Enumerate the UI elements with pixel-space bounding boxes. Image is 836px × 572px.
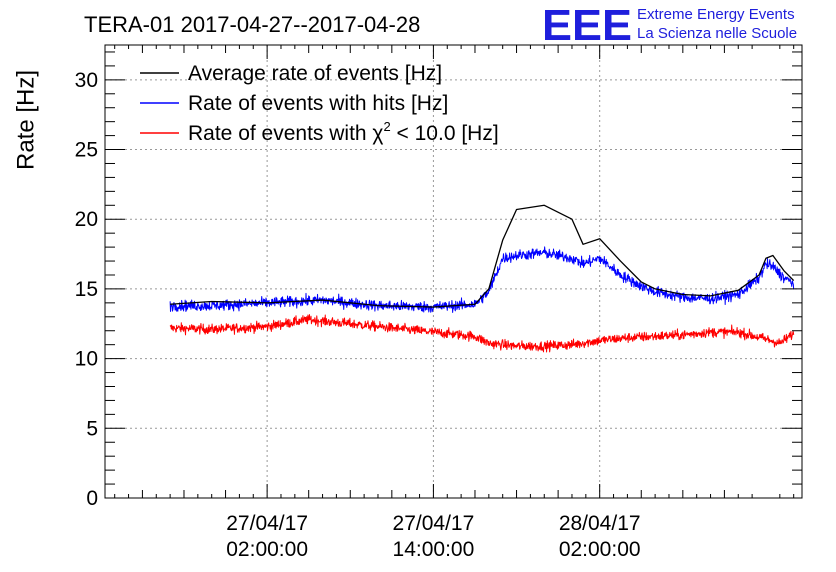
x-tick-label-time: 02:00:00	[559, 538, 641, 561]
logo-mark: EEE	[542, 1, 632, 50]
y-tick-label: 10	[75, 348, 98, 371]
plot-frame	[104, 44, 803, 499]
x-tick-labels: 27/04/17 02:00:00 27/04/17 14:00:00 28/04/17…	[226, 512, 640, 561]
axis-ticks	[105, 45, 802, 499]
y-tick-label: 15	[75, 278, 98, 301]
x-tick-label-time: 02:00:00	[226, 538, 308, 561]
legend-label-suffix: < 10.0 [Hz]	[391, 122, 499, 145]
grid	[105, 45, 802, 498]
eee-logo: EEE Extreme Energy Events La Scienza nel…	[542, 1, 797, 50]
series-line-average	[170, 204, 795, 308]
x-tick-label-date: 27/04/17	[226, 512, 308, 535]
y-axis-label: Rate [Hz]	[13, 70, 40, 170]
y-tick-label: 20	[75, 208, 98, 231]
legend-label-text: Rate of events with hits [Hz]	[188, 92, 448, 115]
y-tick-label: 30	[75, 69, 98, 92]
y-tick-label: 5	[86, 417, 98, 440]
legend: Average rate of events [Hz] Rate of event…	[140, 62, 499, 145]
series-line-hits	[169, 246, 795, 313]
legend-label-chi2: Rate of events with χ2 < 10.0 [Hz]	[188, 119, 499, 145]
series-group	[169, 204, 795, 353]
legend-label-text: Average rate of events [Hz]	[188, 62, 442, 85]
legend-label-average: Average rate of events [Hz]	[188, 62, 442, 85]
y-tick-label: 0	[86, 487, 98, 510]
legend-label-text: Rate of events with χ	[188, 122, 383, 145]
x-tick-label-date: 27/04/17	[393, 512, 475, 535]
legend-label-superscript: 2	[383, 119, 390, 134]
legend-label-hits: Rate of events with hits [Hz]	[188, 92, 448, 115]
x-tick-label-date: 28/04/17	[559, 512, 641, 535]
y-tick-labels: 0 5 10 15 20 25 30	[75, 69, 98, 510]
chart-title: TERA-01 2017-04-27--2017-04-28	[84, 12, 420, 37]
logo-line-2: La Scienza nelle Scuole	[637, 25, 797, 42]
x-tick-label-time: 14:00:00	[393, 538, 475, 561]
y-tick-label: 25	[75, 139, 98, 162]
series-line-chi2	[169, 314, 795, 353]
logo-line-1: Extreme Energy Events	[637, 6, 795, 23]
